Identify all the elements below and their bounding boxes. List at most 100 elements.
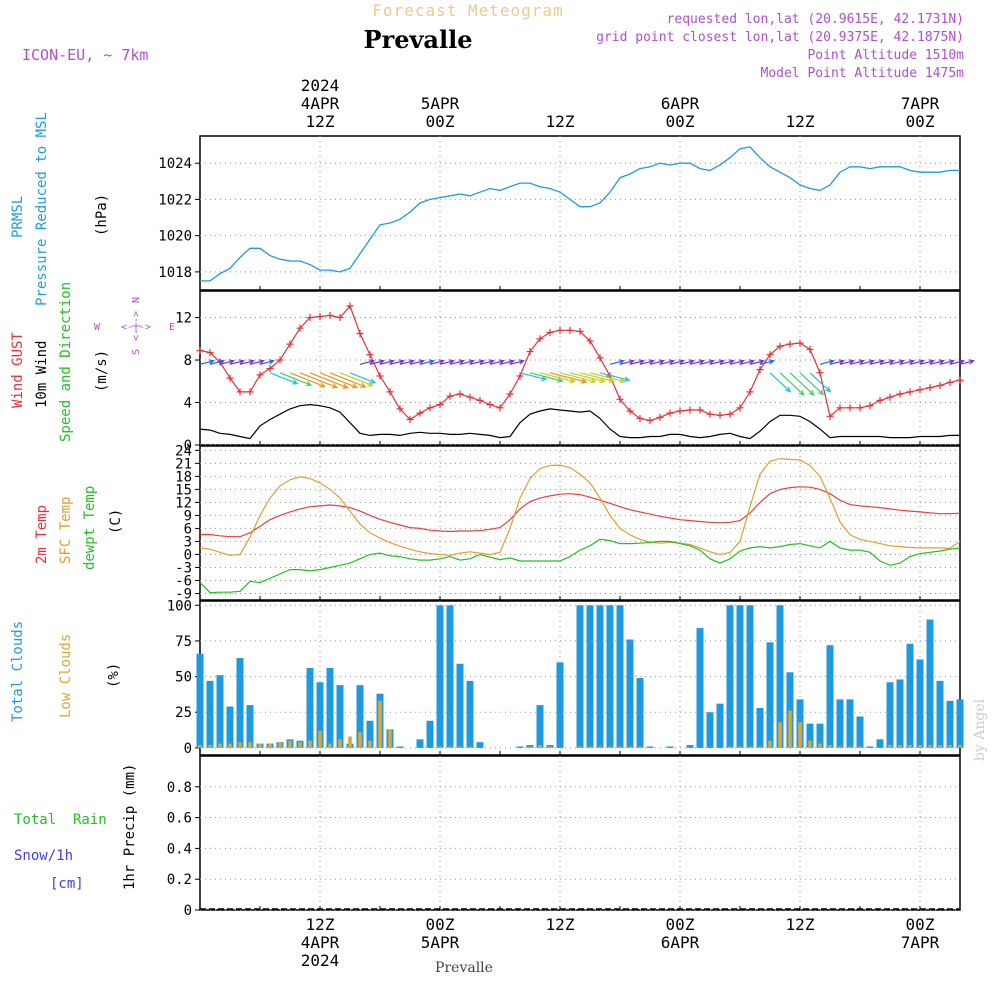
low-cloud-bar bbox=[288, 740, 292, 748]
wind-panel: 0 4 8 12 bbox=[175, 290, 975, 454]
wind-arrow-head bbox=[378, 359, 385, 365]
y-tick-label: 8 bbox=[184, 353, 192, 369]
gust-point bbox=[326, 311, 334, 319]
wind-arrow bbox=[839, 360, 854, 365]
precip-frame bbox=[199, 755, 961, 911]
wind-arrow-head bbox=[798, 389, 805, 396]
requested-coords: requested lon,lat (20.9615E, 42.1731N) bbox=[667, 12, 964, 27]
total-cloud-bar bbox=[946, 700, 954, 748]
low-cloud-bar bbox=[588, 746, 592, 748]
wind-arrow-head bbox=[590, 378, 597, 384]
y-tick-label: 0 bbox=[184, 438, 192, 454]
wind-arrow bbox=[789, 372, 815, 396]
total-cloud-bar bbox=[866, 746, 874, 748]
wind-arrow-head bbox=[698, 359, 705, 365]
total-cloud-bar bbox=[476, 742, 484, 748]
total-cloud-bar bbox=[226, 706, 234, 748]
time-tick-label: 4APR bbox=[301, 94, 340, 113]
total-cloud-bar bbox=[726, 605, 734, 748]
gust-point bbox=[726, 410, 734, 418]
y-tick-label: 15 bbox=[175, 482, 192, 498]
wind-arrow bbox=[279, 372, 312, 386]
gust-point bbox=[556, 326, 564, 334]
time-tick-label: 7APR bbox=[901, 933, 940, 952]
wind-arrow-head bbox=[258, 359, 265, 365]
point-altitude: Point Altitude 1510m bbox=[807, 48, 964, 63]
gust-point bbox=[346, 302, 354, 310]
pressure-panel: 1018 1020 1022 1024 bbox=[158, 135, 961, 291]
rain-label: Total Rain bbox=[14, 812, 107, 828]
low-cloud-bar bbox=[548, 746, 552, 748]
total-cloud-bar bbox=[446, 605, 454, 748]
wind-arrow bbox=[499, 360, 514, 365]
low-cloud-bar bbox=[618, 746, 622, 748]
total-cloud-bar bbox=[536, 705, 544, 748]
gust-point bbox=[406, 416, 414, 424]
time-tick-label: 00Z bbox=[666, 915, 695, 934]
total-cloud-bar bbox=[246, 705, 254, 748]
wind-arrow bbox=[649, 360, 664, 365]
gust-point bbox=[796, 339, 804, 347]
low-cloud-bar bbox=[268, 743, 272, 748]
model-label: ICON-EU, ~ 7km bbox=[22, 46, 148, 64]
wind-gust-label: Wind GUST bbox=[10, 332, 26, 408]
gust-point bbox=[246, 388, 254, 396]
total-cloud-bar bbox=[916, 659, 924, 748]
wind-arrow bbox=[689, 360, 704, 365]
wind-arrow bbox=[559, 372, 596, 383]
wind-arrow-head bbox=[818, 389, 825, 396]
snow-label: Snow/1h bbox=[14, 848, 73, 864]
wind-arrow bbox=[229, 360, 244, 365]
wind-arrow bbox=[879, 360, 894, 365]
wind-arrow-head bbox=[360, 382, 367, 388]
wind-arrow bbox=[819, 360, 834, 365]
total-cloud-bar bbox=[556, 662, 564, 748]
wind-arrow-head bbox=[351, 383, 359, 389]
time-tick-label: 00Z bbox=[666, 112, 695, 131]
wind-arrow bbox=[199, 360, 214, 365]
wind-arrow-head bbox=[678, 359, 685, 365]
low-cloud-bar bbox=[198, 745, 202, 748]
wind-arrow-head bbox=[557, 377, 564, 383]
wind-arrow bbox=[949, 360, 964, 365]
gust-point bbox=[576, 327, 584, 335]
wind-arrow bbox=[409, 360, 424, 365]
pressure-frame bbox=[199, 135, 961, 291]
gust-point bbox=[446, 392, 454, 400]
gust-point bbox=[506, 390, 514, 398]
total-cloud-bar bbox=[316, 682, 324, 748]
wind-arrow-head bbox=[268, 359, 275, 365]
y-tick-label: -9 bbox=[175, 586, 192, 602]
time-tick-label: 00Z bbox=[906, 915, 935, 934]
gust-point bbox=[786, 340, 794, 348]
gust-point bbox=[686, 406, 694, 414]
gust-point bbox=[196, 346, 204, 354]
low-cloud-bar bbox=[948, 745, 952, 748]
gust-point bbox=[496, 404, 504, 412]
wind-arrow-head bbox=[958, 359, 965, 365]
gust-point bbox=[486, 401, 494, 409]
wind-arrow bbox=[359, 360, 374, 365]
snow-unit: [cm] bbox=[50, 876, 84, 892]
wind-arrow bbox=[439, 360, 454, 365]
compass-s: S bbox=[131, 349, 142, 355]
gust-point bbox=[696, 406, 704, 414]
wind-arrow bbox=[249, 360, 264, 365]
total-cloud-bar bbox=[836, 699, 844, 748]
wind-arrow bbox=[259, 360, 274, 365]
total-cloud-bar bbox=[706, 712, 714, 748]
y-tick-label: 0 bbox=[184, 903, 192, 919]
time-tick-label: 00Z bbox=[426, 112, 455, 131]
cloud-panel-labels: Total Clouds Low Clouds (%) bbox=[10, 621, 122, 722]
wind-arrow-head bbox=[408, 359, 415, 365]
wind-arrow-head bbox=[418, 359, 425, 365]
wind-arrow bbox=[349, 372, 376, 384]
wind-arrow-head bbox=[738, 359, 745, 365]
t2m-line bbox=[200, 486, 961, 538]
wind-arrow bbox=[629, 360, 644, 365]
gust-point bbox=[336, 314, 344, 322]
gust-point bbox=[766, 351, 774, 359]
wind-arrow-head bbox=[668, 359, 675, 365]
total-cloud-bar bbox=[456, 663, 464, 748]
low-cloud-bar bbox=[278, 742, 282, 748]
